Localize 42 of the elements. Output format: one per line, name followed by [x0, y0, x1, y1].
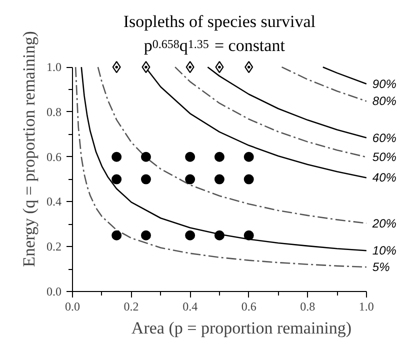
line-series — [281, 66, 368, 102]
point — [214, 152, 224, 162]
series-label: 20% — [371, 216, 397, 230]
x-tick-label: 1.0 — [358, 300, 374, 314]
x-axis-title: Area (p = proportion remaining) — [131, 318, 352, 338]
y-tick-label: 0.2 — [46, 240, 62, 254]
y-tick-label: 0.8 — [46, 104, 62, 119]
chart-title: Isopleths of species survival — [123, 12, 316, 32]
point — [214, 230, 224, 240]
point — [244, 230, 254, 240]
point — [140, 230, 151, 240]
series-label: 90% — [372, 76, 397, 91]
y-tick-label: 0.0 — [46, 284, 62, 298]
point — [140, 174, 151, 184]
point — [214, 174, 224, 184]
series-label: 10% — [372, 244, 397, 258]
line-series — [97, 66, 368, 224]
point — [185, 152, 196, 162]
point — [112, 152, 122, 162]
point — [140, 152, 151, 162]
point — [244, 174, 254, 184]
series-label: 40% — [372, 170, 397, 185]
point — [244, 152, 254, 162]
line-series — [174, 66, 368, 158]
x-tick-label: 0.2 — [124, 300, 139, 314]
x-tick-label: 0.0 — [65, 300, 80, 314]
x-tick-label: 0.8 — [300, 300, 316, 314]
y-tick-label: 1.0 — [46, 60, 62, 74]
point — [185, 174, 196, 184]
y-tick-label: 0.4 — [46, 194, 62, 209]
series-label: 60% — [372, 130, 397, 145]
line-series — [207, 66, 368, 138]
series-label: 50% — [372, 150, 397, 164]
x-tick-label: 0.6 — [241, 300, 256, 314]
point — [112, 230, 122, 240]
x-tick-label: 0.4 — [182, 300, 198, 314]
point — [112, 174, 122, 184]
series-label: 80% — [372, 94, 397, 108]
series-label: 5% — [372, 260, 390, 274]
point — [185, 230, 196, 240]
y-tick-label: 0.6 — [46, 150, 62, 164]
y-axis-title: Energy (q = proportion remaining) — [20, 31, 38, 267]
